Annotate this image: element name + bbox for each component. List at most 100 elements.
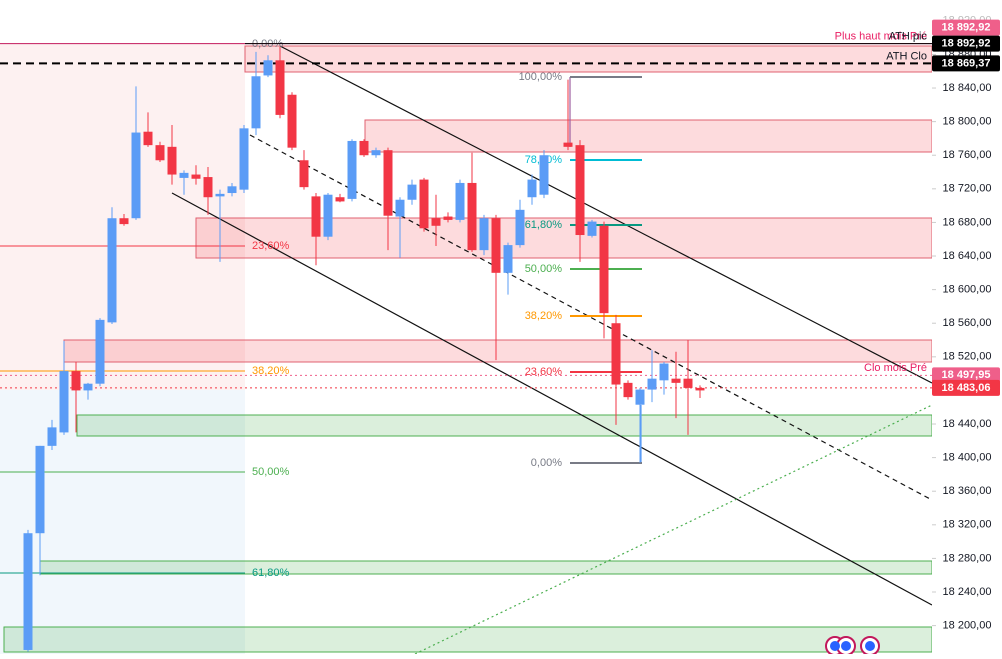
candle-body bbox=[203, 177, 213, 198]
candle-body bbox=[683, 378, 693, 388]
fib-label: 0,00% bbox=[531, 457, 562, 469]
y-tick-label: 18 200,00 bbox=[943, 620, 992, 632]
y-tick-label: 18 840,00 bbox=[943, 82, 992, 94]
candle-body bbox=[107, 218, 117, 323]
candle-body bbox=[227, 186, 237, 194]
candle-body bbox=[695, 387, 705, 391]
channel-line bbox=[279, 45, 933, 384]
zone bbox=[3, 626, 933, 653]
candle-body bbox=[407, 184, 417, 200]
level-name: ATH Clo bbox=[886, 50, 927, 62]
fib-label: 23,60% bbox=[252, 240, 290, 252]
candle-body bbox=[59, 371, 69, 433]
channel-line bbox=[171, 192, 933, 606]
price-label-bg bbox=[932, 55, 1000, 72]
fib-label: 50,00% bbox=[525, 263, 563, 275]
fib-label: 38,20% bbox=[525, 310, 563, 322]
y-tick-label: 18 240,00 bbox=[943, 586, 992, 598]
y-tick-label: 18 280,00 bbox=[943, 552, 992, 564]
trend-line bbox=[414, 404, 933, 655]
icon[interactable] bbox=[841, 641, 851, 651]
price-label: 18 497,95 bbox=[942, 369, 991, 381]
trend-lines bbox=[171, 45, 933, 655]
y-tick-label: 18 800,00 bbox=[943, 116, 992, 128]
candle-body bbox=[611, 323, 621, 385]
candle-body bbox=[539, 155, 549, 195]
price-label-bg bbox=[932, 379, 1000, 396]
candle-body bbox=[119, 218, 129, 225]
candle-body bbox=[167, 146, 177, 175]
candle-body bbox=[647, 378, 657, 390]
candle-body bbox=[671, 378, 681, 383]
candle-body bbox=[155, 145, 165, 161]
zone bbox=[39, 560, 933, 575]
y-tick-label: 18 600,00 bbox=[943, 284, 992, 296]
y-tick-label: 18 640,00 bbox=[943, 250, 992, 262]
level-name: Plus haut mois Pré bbox=[835, 30, 927, 42]
zone bbox=[76, 414, 933, 437]
candle-body bbox=[83, 383, 93, 391]
price-label: 18 869,37 bbox=[942, 57, 991, 69]
candle-body bbox=[323, 194, 333, 237]
candle-body bbox=[467, 182, 477, 251]
candle-body bbox=[299, 160, 309, 188]
y-tick-label: 18 720,00 bbox=[943, 183, 992, 195]
y-tick-label: 18 320,00 bbox=[943, 519, 992, 531]
candle-body bbox=[95, 319, 105, 384]
candle-body bbox=[47, 427, 57, 446]
candle-body bbox=[527, 179, 537, 198]
candle-body bbox=[239, 128, 249, 190]
candle-body bbox=[623, 382, 633, 398]
candle-body bbox=[347, 140, 357, 199]
axis: 18 200,00 18 240,00 18 280,00 18 320,00 18 3… bbox=[932, 15, 1000, 632]
candle-body bbox=[491, 218, 501, 273]
candle-body bbox=[215, 193, 225, 197]
price-label: 18 483,06 bbox=[942, 382, 991, 394]
icon[interactable] bbox=[865, 641, 875, 651]
candle-body bbox=[143, 131, 153, 146]
zone bbox=[195, 217, 933, 259]
candle-body bbox=[179, 172, 189, 178]
candle-body bbox=[587, 221, 597, 236]
price-label: 18 892,92 bbox=[942, 37, 991, 49]
candle-body bbox=[383, 150, 393, 216]
level-name: ATH pic bbox=[889, 30, 928, 42]
price-axis bbox=[932, 0, 1002, 654]
candle-body bbox=[251, 76, 261, 129]
candle-body bbox=[599, 225, 609, 314]
candle-body bbox=[419, 179, 429, 229]
y-tick-label: 18 560,00 bbox=[943, 317, 992, 329]
candle-body bbox=[515, 209, 525, 246]
y-tick-label: 18 400,00 bbox=[943, 452, 992, 464]
y-tick-label: 18 360,00 bbox=[943, 485, 992, 497]
y-tick-label: 18 760,00 bbox=[943, 149, 992, 161]
fib-label: 50,00% bbox=[252, 466, 290, 478]
candle-body bbox=[455, 182, 465, 220]
candle-body bbox=[359, 140, 369, 156]
y-tick-label: 18 440,00 bbox=[943, 418, 992, 430]
candle-body bbox=[131, 132, 141, 219]
level-name: Clo mois Pré bbox=[864, 362, 927, 374]
toolbar-icons[interactable] bbox=[825, 636, 880, 656]
zone bbox=[244, 45, 933, 73]
candle-body bbox=[479, 218, 489, 251]
candle-body bbox=[263, 60, 273, 76]
icon[interactable] bbox=[830, 641, 840, 651]
zones bbox=[3, 45, 933, 653]
price-label: 18 892,92 bbox=[942, 21, 991, 33]
candle-body bbox=[311, 196, 321, 237]
price-label-bg bbox=[932, 19, 1000, 36]
candle-body bbox=[443, 216, 453, 220]
candle-body bbox=[503, 245, 513, 273]
fib-label: 61,80% bbox=[525, 219, 563, 231]
zone bbox=[364, 119, 933, 153]
y-tick-label: 18 680,00 bbox=[943, 216, 992, 228]
price-label-bg bbox=[932, 367, 1000, 384]
candle-body bbox=[23, 533, 33, 650]
zone bbox=[63, 339, 933, 363]
candle-body bbox=[287, 94, 297, 148]
candle-body bbox=[35, 445, 45, 534]
candle-body bbox=[275, 60, 285, 115]
candle-body bbox=[371, 150, 381, 156]
